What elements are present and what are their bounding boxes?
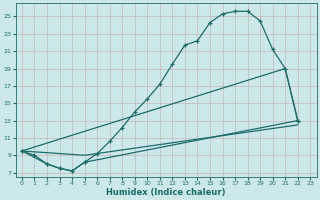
X-axis label: Humidex (Indice chaleur): Humidex (Indice chaleur): [106, 188, 226, 197]
